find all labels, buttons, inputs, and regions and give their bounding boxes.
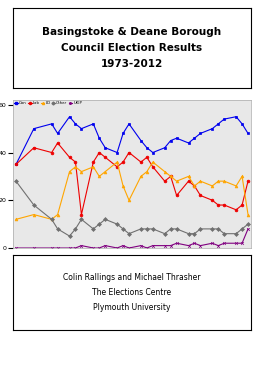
Legend: Con, Lab, LD, Other, UKIP: Con, Lab, LD, Other, UKIP bbox=[14, 101, 82, 106]
Text: Basingstoke & Deane Borough
Council Election Results
1973-2012: Basingstoke & Deane Borough Council Elec… bbox=[43, 27, 221, 69]
Text: Colin Rallings and Michael Thrasher
The Elections Centre
Plymouth University: Colin Rallings and Michael Thrasher The … bbox=[63, 273, 201, 311]
